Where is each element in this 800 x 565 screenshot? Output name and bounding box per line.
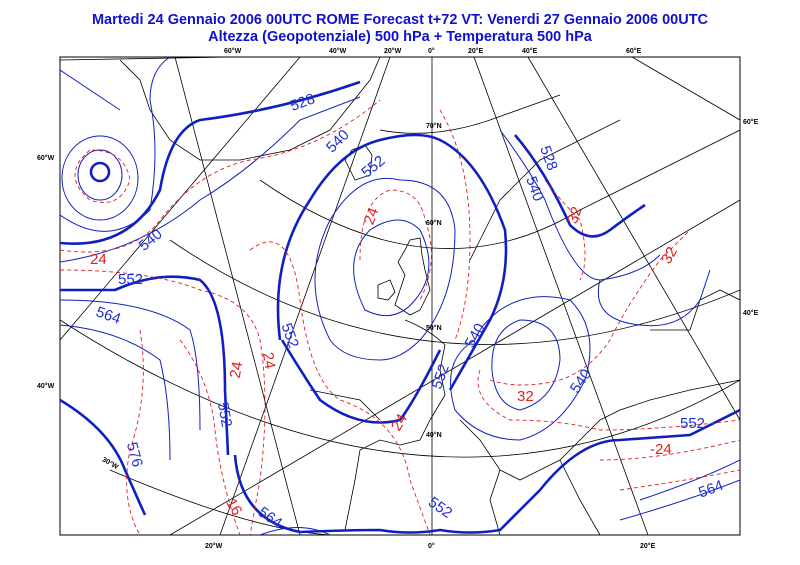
- tick-label: 20°W: [384, 47, 402, 55]
- coastlines: [119, 57, 740, 535]
- tick-label: 60°E: [743, 118, 759, 126]
- contour-label: 552: [214, 401, 235, 429]
- lat-label: 50°N: [426, 324, 442, 332]
- contour-label: 552: [425, 494, 455, 522]
- tick-label: 20°W: [205, 542, 223, 550]
- map-subtitle: Altezza (Geopotenziale) 500 hPa + Temper…: [208, 29, 592, 45]
- temperature-labels: 32 24 24 24 24 32 24 32 -24 16: [90, 205, 681, 519]
- contour-label: 32: [658, 244, 681, 267]
- tick-label: 0°: [428, 47, 435, 55]
- contour-label: 552: [118, 271, 143, 288]
- contour-label: 24: [361, 205, 383, 226]
- contour-label: -24: [650, 441, 672, 458]
- contour-label: 576: [123, 440, 146, 469]
- geopotential-contours: [60, 57, 740, 535]
- tick-label: 40°E: [743, 309, 759, 317]
- tick-label: 20°E: [640, 542, 656, 550]
- tick-label: 40°W: [329, 47, 347, 55]
- tick-label: 60°W: [37, 154, 55, 162]
- contour-label: 540: [136, 225, 166, 254]
- axis-tick-labels: 60°W 40°W 20°W 0° 20°E 40°E 60°E 60°E 40…: [37, 47, 759, 550]
- contour-label: 16: [222, 496, 245, 519]
- contour-label: 24: [227, 360, 247, 379]
- contour-label: 564: [696, 477, 725, 502]
- geopotential-labels: 528 540 528 540 540 552 564 552 552 552 …: [94, 90, 726, 532]
- contour-label: 24: [259, 351, 279, 370]
- tick-label: 0°: [428, 542, 435, 550]
- tick-label: 60°E: [626, 47, 642, 55]
- contour-label: 32: [564, 205, 586, 226]
- contour-label: 540: [567, 366, 595, 396]
- contour-label: 24: [388, 411, 411, 434]
- lat-label: 70°N: [426, 122, 442, 130]
- lat-label: 40°N: [426, 431, 442, 439]
- contour-label: 564: [94, 303, 123, 328]
- contour-label: 24: [90, 251, 107, 268]
- contour-label: 32: [517, 388, 534, 405]
- lon-label: 30°W: [101, 456, 120, 472]
- contour-label: 528: [288, 90, 317, 115]
- contour-label: 552: [680, 415, 705, 432]
- map-frame: [59, 56, 741, 536]
- lat-label: 60°N: [426, 219, 442, 227]
- tick-label: 60°W: [224, 47, 242, 55]
- tick-label: 40°W: [37, 382, 55, 390]
- tick-label: 40°E: [522, 47, 538, 55]
- contour-label: 552: [277, 321, 302, 350]
- tick-label: 20°E: [468, 47, 484, 55]
- graticule: [60, 57, 740, 535]
- temperature-contours: [60, 99, 740, 535]
- map-title: Martedi 24 Gennaio 2006 00UTC ROME Forec…: [91, 12, 709, 28]
